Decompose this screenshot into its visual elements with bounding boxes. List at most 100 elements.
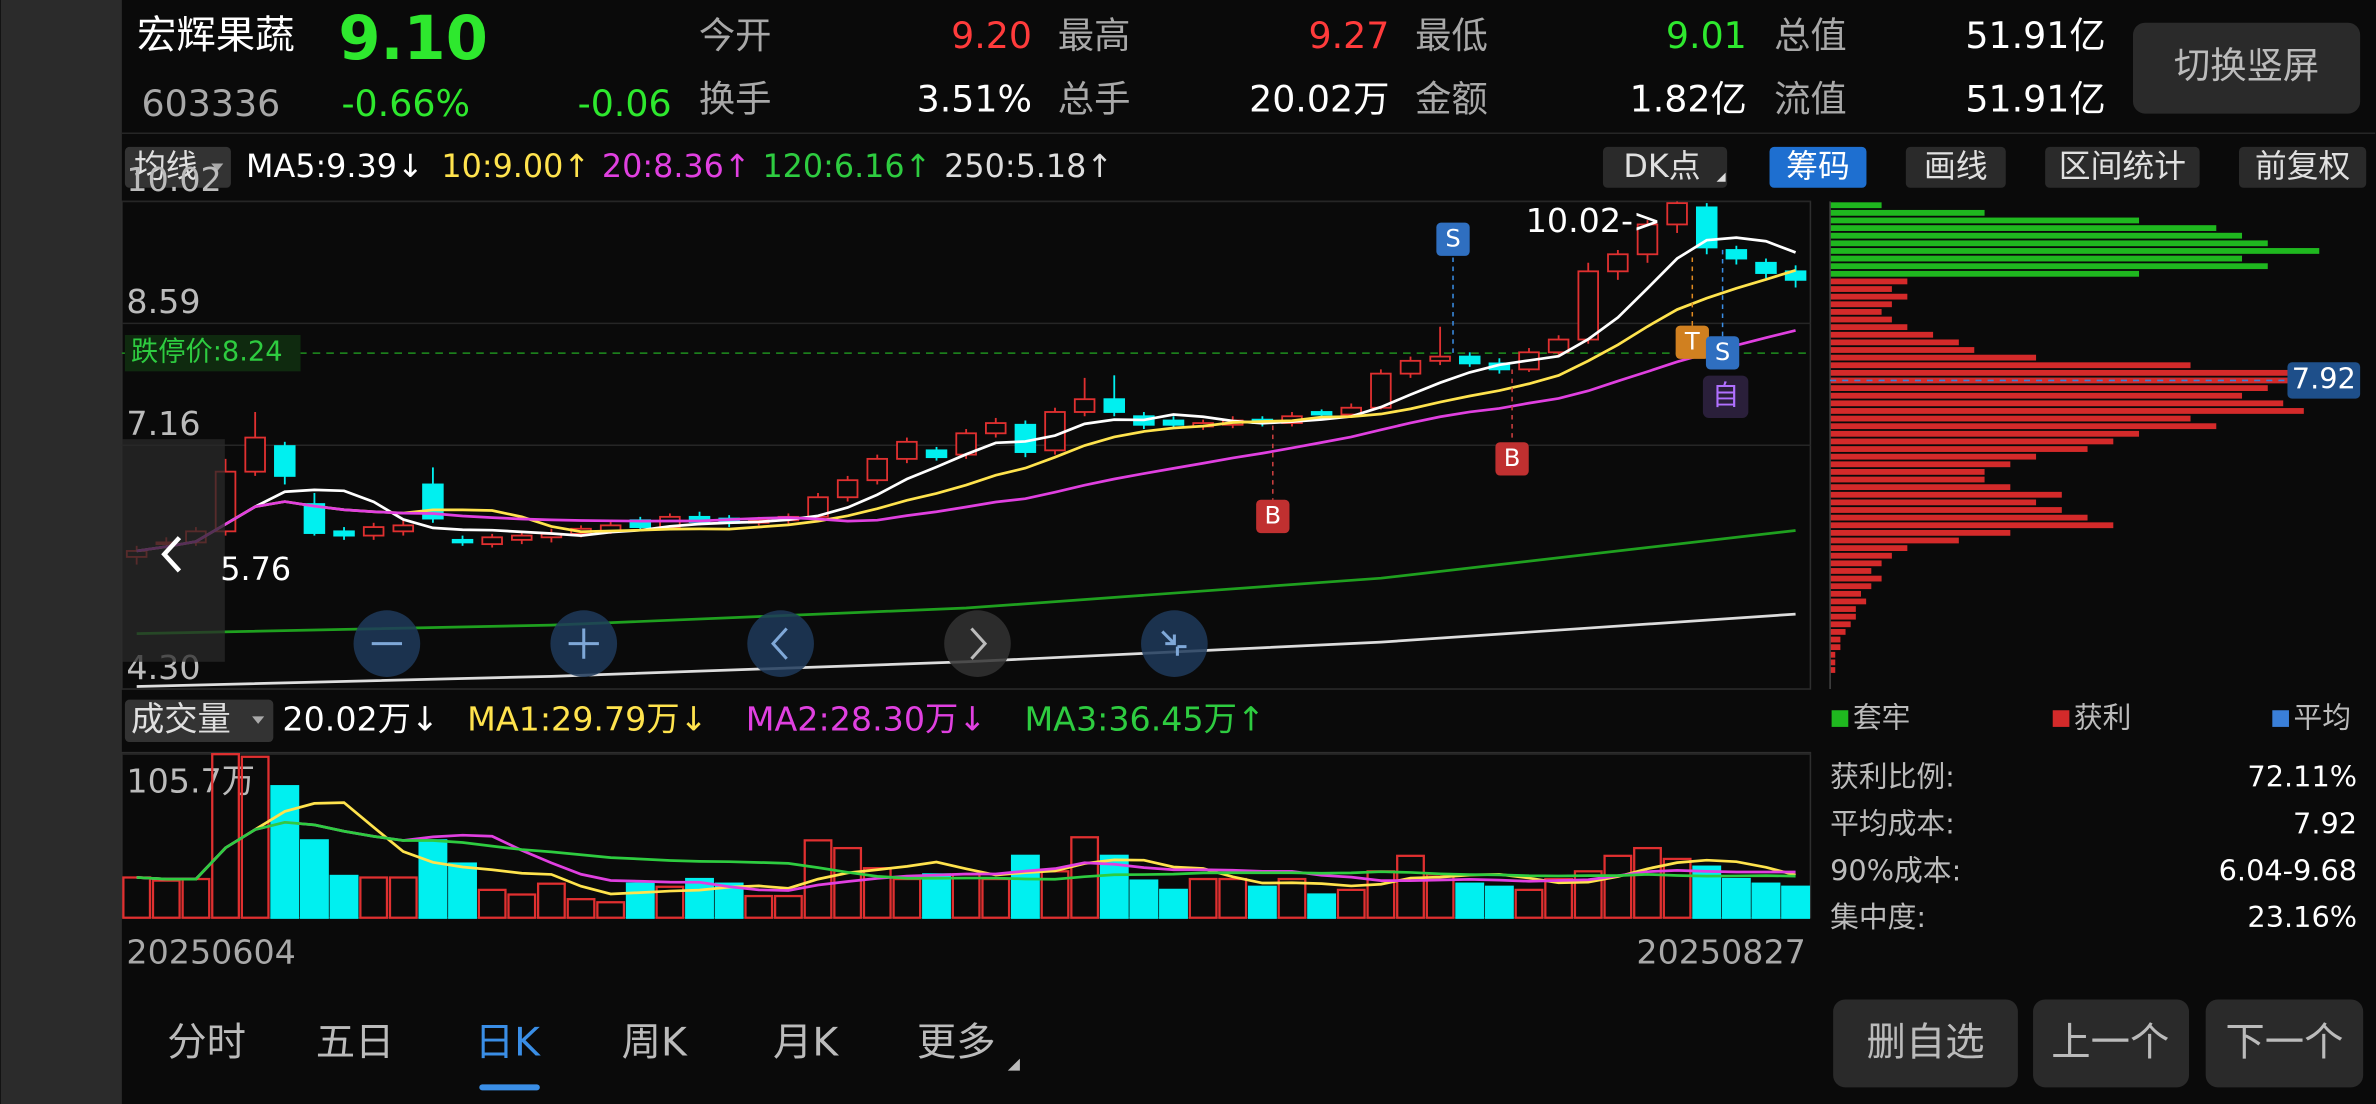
- chip-bar: [1830, 598, 1867, 605]
- chevron[interactable]: [161, 536, 182, 573]
- period-tab[interactable]: 周K: [622, 1019, 688, 1065]
- chip-bar: [1830, 469, 1985, 475]
- candle-body: [1695, 206, 1718, 249]
- chip-bar: [1830, 514, 2088, 521]
- tool-tab[interactable]: 筹码: [1769, 146, 1867, 188]
- scroll-left[interactable]: [747, 610, 814, 677]
- zoom-out[interactable]: [353, 610, 421, 677]
- stat-label: 换手: [699, 77, 772, 120]
- corner-arrow: [1716, 172, 1726, 182]
- candle-body: [333, 530, 355, 537]
- chip-bar: [1830, 430, 2140, 437]
- ma-item: 120:6.16↑: [762, 148, 931, 185]
- tool-tab[interactable]: 画线: [1905, 146, 2006, 188]
- vol-item: MA1:29.79万↓: [467, 699, 707, 738]
- period-tab-active[interactable]: 日K: [475, 1019, 541, 1065]
- chip-stats: 获利比例: 72.11% 平均成本: 7.92 90%成本: 6.04-9.68…: [1830, 759, 2357, 934]
- volume-bar: [1484, 885, 1514, 919]
- marker: B: [1264, 501, 1281, 529]
- chip-bar: [1830, 644, 1841, 651]
- chip-bar: [1830, 278, 1908, 285]
- button-bg: [2205, 999, 2364, 1088]
- scroll-panel: [121, 439, 225, 662]
- chart-overlay: 5.76: [121, 439, 1208, 677]
- tool-tab[interactable]: 前复权: [2238, 146, 2367, 188]
- candle-body: [1547, 338, 1570, 354]
- candle-body: [1429, 355, 1451, 362]
- period-tab[interactable]: 五日: [316, 1019, 395, 1065]
- stat-value: 51.91亿: [1965, 14, 2105, 57]
- volume-bar: [655, 885, 685, 919]
- tool-tab[interactable]: 区间统计: [2045, 146, 2200, 188]
- marker-bg: [1495, 442, 1529, 476]
- tab-label: 区间统计: [2059, 148, 2186, 185]
- tab-label: 画线: [1924, 148, 1988, 185]
- button-bg: [2132, 22, 2361, 114]
- volume-bar: [1188, 877, 1218, 919]
- chip-bar: [1830, 659, 1836, 666]
- y-tick-label: 10.02: [126, 160, 221, 199]
- chip-bar: [1830, 545, 1908, 551]
- header: 宏辉果蔬 9.10 603336 -0.66% -0.06 今开 9.20 最高…: [121, 4, 2376, 135]
- ma-item: 10:9.00↑: [441, 148, 590, 185]
- volume-selector[interactable]: 成交量: [124, 699, 274, 743]
- volume-bar: [211, 753, 240, 919]
- stat-label: 总值: [1774, 14, 1847, 57]
- tab-bg: [2238, 146, 2367, 188]
- action-button[interactable]: 下一个: [2205, 999, 2364, 1088]
- volume-bar: [1129, 879, 1159, 919]
- action-buttons: 删自选 上一个 下一个: [1833, 999, 2364, 1088]
- stat-label: 今开: [699, 14, 772, 57]
- chip-bar: [1830, 484, 2011, 491]
- zoom-in[interactable]: [550, 610, 618, 677]
- vol-item: MA3:36.45万↑: [1024, 699, 1264, 738]
- button-label: 删自选: [1866, 1019, 1984, 1065]
- period-tab[interactable]: 分时: [167, 1019, 246, 1065]
- chip-bar: [1830, 491, 2062, 498]
- tab-label: 筹码: [1786, 148, 1850, 185]
- volume-bar: [359, 876, 389, 919]
- change-pct: -0.66%: [341, 82, 470, 125]
- chip-bar: [1830, 453, 2037, 460]
- volume-bar: [1692, 865, 1722, 919]
- chip-bar: [1830, 629, 1846, 635]
- ma5-line: [136, 236, 1797, 553]
- period-tab[interactable]: 月K: [773, 1019, 839, 1065]
- volume-bar: [122, 876, 152, 919]
- marker-bg: [1705, 336, 1740, 370]
- action-button[interactable]: 删自选: [1833, 999, 2018, 1088]
- legend-label: 平均: [2294, 700, 2352, 734]
- chip-bar: [1830, 209, 1985, 216]
- chip-bar: [1830, 369, 2346, 376]
- scroll-right[interactable]: [944, 610, 1011, 677]
- chip-bar: [1830, 225, 2217, 231]
- candle-body: [925, 449, 948, 459]
- ma-selector[interactable]: 均线: [124, 146, 231, 188]
- action-button[interactable]: 上一个: [2033, 999, 2190, 1088]
- chip-bar: [1830, 308, 1882, 315]
- chip-bar: [1830, 354, 2037, 361]
- ma-item: MA5:9.39↓: [246, 148, 424, 185]
- candle-body: [985, 422, 1007, 435]
- y-tick-label: 105.7万: [126, 761, 255, 800]
- stat-label: 总手: [1058, 77, 1131, 120]
- chip-bar: [1830, 583, 1872, 590]
- stock-code: 603336: [142, 82, 281, 125]
- orientation-button[interactable]: 切换竖屏: [2132, 22, 2361, 114]
- candle-body: [1725, 249, 1748, 260]
- button-bg: [1833, 999, 2018, 1088]
- ma20-line: [136, 329, 1796, 553]
- stat-value: 9.27: [1309, 14, 1390, 57]
- volume-bar: [388, 876, 418, 919]
- candle-body: [392, 524, 415, 533]
- candle-body: [303, 503, 326, 534]
- period-tab[interactable]: 更多: [917, 1019, 996, 1065]
- volume-bar: [329, 874, 359, 919]
- volume-bar: [1010, 854, 1040, 919]
- volume-bar: [270, 785, 300, 919]
- collapse[interactable]: [1141, 610, 1208, 677]
- legend-swatch: [2272, 710, 2289, 727]
- tool-tab[interactable]: DK点: [1602, 146, 1728, 188]
